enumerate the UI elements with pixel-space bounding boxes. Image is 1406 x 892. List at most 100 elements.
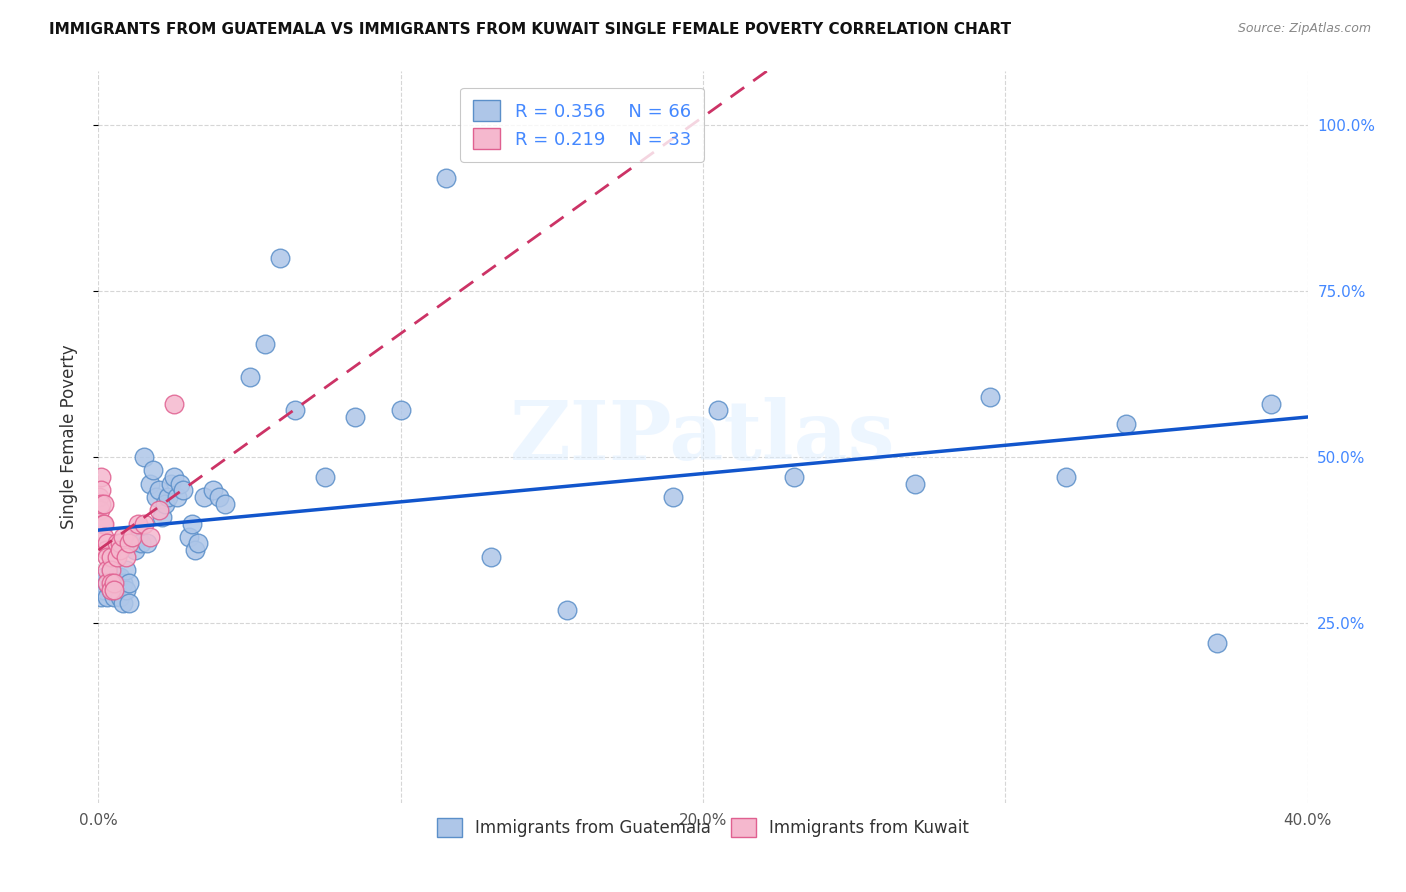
Point — [148, 503, 170, 517]
Point — [118, 596, 141, 610]
Point — [214, 497, 236, 511]
Point — [89, 503, 111, 517]
Point — [96, 536, 118, 550]
Point — [103, 582, 125, 597]
Point — [105, 549, 128, 564]
Point — [108, 543, 131, 558]
Point — [108, 536, 131, 550]
Point — [783, 470, 806, 484]
Point — [118, 576, 141, 591]
Point — [96, 576, 118, 591]
Point — [100, 582, 122, 597]
Point — [202, 483, 225, 498]
Point — [89, 582, 111, 597]
Point — [166, 490, 188, 504]
Point — [103, 576, 125, 591]
Point — [181, 516, 204, 531]
Point — [114, 563, 136, 577]
Point — [132, 450, 155, 464]
Text: ZIPatlas: ZIPatlas — [510, 397, 896, 477]
Point — [93, 516, 115, 531]
Point — [148, 483, 170, 498]
Point — [111, 596, 134, 610]
Point — [103, 576, 125, 591]
Point — [91, 576, 114, 591]
Point — [93, 582, 115, 597]
Point — [96, 590, 118, 604]
Point — [91, 516, 114, 531]
Y-axis label: Single Female Poverty: Single Female Poverty — [59, 345, 77, 529]
Point — [105, 582, 128, 597]
Point — [239, 370, 262, 384]
Point — [208, 490, 231, 504]
Point — [153, 497, 176, 511]
Point — [90, 497, 112, 511]
Point — [389, 403, 412, 417]
Point — [904, 476, 927, 491]
Point — [187, 536, 209, 550]
Point — [100, 563, 122, 577]
Point — [1054, 470, 1077, 484]
Point — [114, 549, 136, 564]
Point — [89, 490, 111, 504]
Point — [707, 403, 730, 417]
Point — [93, 570, 115, 584]
Point — [172, 483, 194, 498]
Point — [1115, 417, 1137, 431]
Point — [100, 549, 122, 564]
Point — [193, 490, 215, 504]
Point — [127, 530, 149, 544]
Point — [94, 543, 117, 558]
Point — [169, 476, 191, 491]
Point — [156, 490, 179, 504]
Point — [93, 530, 115, 544]
Point — [132, 516, 155, 531]
Point — [344, 410, 367, 425]
Point — [163, 397, 186, 411]
Point — [127, 516, 149, 531]
Point — [90, 590, 112, 604]
Point — [555, 603, 578, 617]
Legend: Immigrants from Guatemala, Immigrants from Kuwait: Immigrants from Guatemala, Immigrants fr… — [429, 810, 977, 846]
Text: Source: ZipAtlas.com: Source: ZipAtlas.com — [1237, 22, 1371, 36]
Point — [139, 476, 162, 491]
Point — [118, 536, 141, 550]
Point — [124, 543, 146, 558]
Point — [184, 543, 207, 558]
Point — [150, 509, 173, 524]
Point — [90, 483, 112, 498]
Point — [142, 463, 165, 477]
Point — [135, 536, 157, 550]
Point — [96, 576, 118, 591]
Point — [114, 582, 136, 597]
Point — [314, 470, 336, 484]
Point — [100, 576, 122, 591]
Text: IMMIGRANTS FROM GUATEMALA VS IMMIGRANTS FROM KUWAIT SINGLE FEMALE POVERTY CORREL: IMMIGRANTS FROM GUATEMALA VS IMMIGRANTS … — [49, 22, 1011, 37]
Point — [105, 570, 128, 584]
Point — [121, 530, 143, 544]
Point — [1260, 397, 1282, 411]
Point — [93, 497, 115, 511]
Point — [160, 476, 183, 491]
Point — [269, 251, 291, 265]
Point — [108, 590, 131, 604]
Point — [111, 576, 134, 591]
Point — [96, 549, 118, 564]
Point — [979, 390, 1001, 404]
Point — [179, 530, 201, 544]
Point — [105, 536, 128, 550]
Point — [163, 470, 186, 484]
Point — [129, 536, 152, 550]
Point — [100, 582, 122, 597]
Point — [1206, 636, 1229, 650]
Point — [90, 470, 112, 484]
Point — [103, 590, 125, 604]
Point — [139, 530, 162, 544]
Point — [145, 490, 167, 504]
Point — [253, 337, 276, 351]
Point — [481, 549, 503, 564]
Point — [661, 490, 683, 504]
Point — [111, 530, 134, 544]
Point — [100, 563, 122, 577]
Point — [96, 563, 118, 577]
